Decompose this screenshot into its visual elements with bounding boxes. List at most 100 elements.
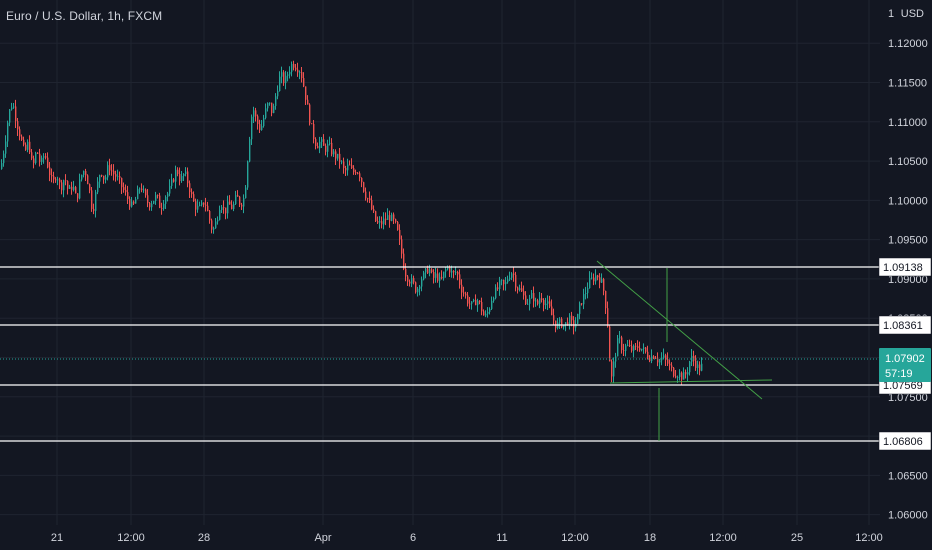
candle-body	[117, 176, 119, 177]
candle-body	[215, 221, 217, 229]
candle-body	[229, 201, 231, 205]
time-tick-label: 25	[791, 532, 803, 544]
candle-body	[239, 196, 241, 205]
candle-body	[135, 199, 137, 204]
candle-body	[457, 272, 459, 275]
candle-body	[187, 171, 189, 184]
candle-body	[521, 288, 523, 292]
price-level-label: 1.08361	[883, 320, 923, 332]
time-axis[interactable]: 21 12:00 28 Apr 6 11 12:00 18 12:00 25 12:00	[51, 532, 883, 544]
candle-body	[579, 303, 581, 314]
time-tick-label: 12:00	[117, 532, 145, 544]
candle-body	[665, 355, 667, 360]
currency-label[interactable]: USD	[900, 8, 924, 20]
candle-body	[115, 174, 117, 177]
candle-body	[315, 139, 317, 147]
candle-body	[431, 269, 433, 273]
candle-body	[569, 315, 571, 325]
candle-body	[153, 200, 155, 204]
candle-body	[533, 293, 535, 302]
price-tick-label: 1.09000	[888, 274, 928, 286]
candle-body	[343, 161, 345, 168]
candle-body	[625, 345, 627, 351]
lower-trendline[interactable]	[609, 379, 773, 384]
candle-body	[211, 220, 213, 230]
candle-body	[635, 345, 637, 347]
candle-body	[121, 178, 123, 188]
price-tick-label: 1.07500	[888, 392, 928, 404]
candle-body	[93, 208, 95, 211]
candle-body	[565, 322, 567, 325]
horizontal-levels	[0, 266, 880, 442]
candle-body	[289, 71, 291, 75]
candle-body	[201, 202, 203, 205]
candle-body	[251, 116, 253, 140]
candle-body	[563, 324, 565, 328]
candle-body	[175, 169, 177, 182]
candle-body	[449, 267, 451, 273]
candle-body	[357, 173, 359, 175]
candle-body	[137, 189, 139, 200]
candle-body	[277, 90, 279, 97]
candle-body	[111, 170, 113, 172]
candle-body	[291, 63, 293, 72]
candle-body	[149, 203, 151, 208]
candle-body	[417, 288, 419, 293]
candle-body	[429, 269, 431, 274]
candle-body	[685, 372, 687, 375]
candle-body	[113, 170, 115, 175]
candle-body	[75, 187, 77, 194]
symbol-title[interactable]: Euro / U.S. Dollar, 1h, FXCM	[6, 9, 163, 23]
candle-body	[225, 207, 227, 214]
candle-body	[567, 322, 569, 325]
candle-body	[231, 204, 233, 210]
candle-body	[667, 359, 669, 364]
candle-body	[473, 299, 475, 302]
candle-body	[49, 167, 51, 176]
candle-body	[329, 142, 331, 144]
candle-body	[439, 276, 441, 281]
candle-body	[269, 102, 271, 104]
candle-body	[399, 229, 401, 240]
candle-body	[67, 181, 69, 189]
candle-body	[585, 293, 587, 295]
candle-body	[219, 209, 221, 220]
candle-body	[673, 367, 675, 377]
upper-trendline[interactable]	[596, 260, 763, 400]
candle-body	[171, 179, 173, 186]
candle-body	[461, 284, 463, 293]
candle-body	[233, 204, 235, 210]
candle-body	[621, 337, 623, 351]
candle-body	[505, 282, 507, 285]
candle-body	[217, 219, 219, 222]
candle-body	[407, 276, 409, 282]
candle-body	[529, 298, 531, 304]
candle-body	[527, 303, 529, 305]
candle-body	[317, 146, 319, 149]
candle-body	[207, 205, 209, 212]
candle-body	[681, 372, 683, 380]
candle-body	[395, 219, 397, 222]
candle-body	[613, 361, 615, 377]
price-axis[interactable]: 1.12000 1.11500 1.11000 1.10500 1.10000 1.095…	[878, 8, 932, 522]
candle-body	[247, 161, 249, 188]
candle-body	[411, 278, 413, 284]
candle-body	[101, 175, 103, 176]
candle-body	[445, 269, 447, 272]
candle-body	[551, 306, 553, 316]
candle-body	[581, 303, 583, 305]
price-tick-label: 1.10500	[888, 156, 928, 168]
candle-body	[403, 253, 405, 269]
candle-body	[157, 195, 159, 196]
candle-body	[605, 291, 607, 309]
candle-body	[389, 215, 391, 221]
candle-body	[671, 365, 673, 368]
candle-body	[51, 175, 53, 177]
candle-body	[45, 156, 47, 158]
candle-body	[163, 203, 165, 209]
candle-body	[173, 179, 175, 182]
candle-body	[39, 153, 41, 162]
candle-body	[643, 347, 645, 349]
candle-body	[333, 151, 335, 155]
